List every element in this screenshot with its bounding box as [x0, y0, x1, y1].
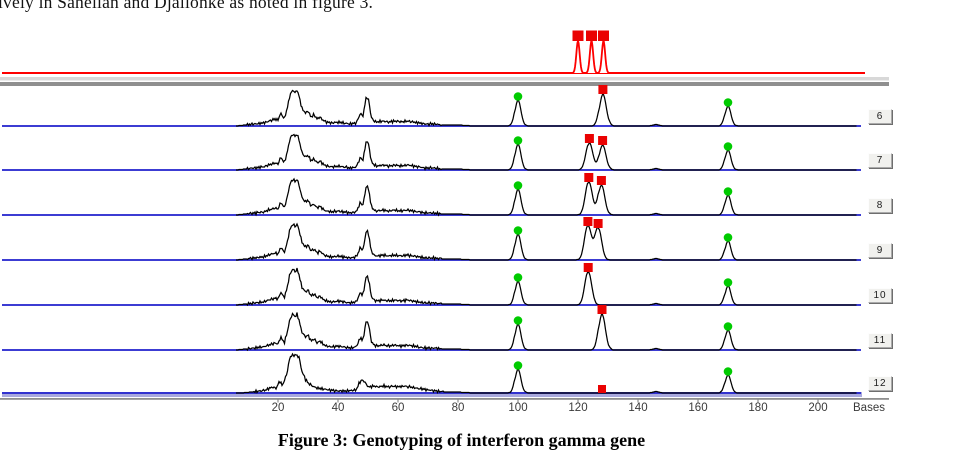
axis-tick-label: 20: [272, 402, 285, 414]
lane-number-badge-6[interactable]: 6: [868, 109, 892, 124]
allele-marker-square: [596, 176, 606, 185]
lane-number-badge-10[interactable]: 10: [868, 288, 892, 303]
size-standard-dot: [513, 226, 523, 235]
axis-tick-label: 40: [332, 402, 345, 414]
size-standard-dot: [723, 187, 733, 196]
lane-trace-12: [236, 352, 857, 395]
size-standard-dot: [723, 278, 733, 287]
axis-rule: [0, 398, 889, 400]
axis-tick-label: 180: [748, 402, 767, 414]
size-standard-dot: [513, 316, 523, 325]
size-standard-dot: [513, 181, 523, 190]
size-standard-dot: [513, 273, 523, 282]
ladder-peak-marker-square: [572, 30, 584, 41]
lane-number-badge-8[interactable]: 8: [868, 198, 892, 213]
axis-tick-label: 80: [452, 402, 465, 414]
allele-marker-square: [584, 134, 594, 143]
separator-band-dark: [0, 82, 889, 86]
lane-number-badge-7[interactable]: 7: [868, 153, 892, 168]
ladder-peak-marker-square: [586, 30, 597, 41]
ladder-trace: [560, 37, 620, 74]
allele-marker-square: [583, 263, 593, 272]
lane-number-badge-12[interactable]: 12: [868, 376, 892, 391]
size-standard-dot: [513, 92, 523, 101]
lane-number-badge-9[interactable]: 9: [868, 243, 892, 258]
size-standard-dot: [513, 136, 523, 145]
axis-tick-label: 120: [568, 402, 587, 414]
size-standard-dot: [723, 233, 733, 242]
axis-tick-label: 160: [688, 402, 707, 414]
electropherogram-chart: 20 40 60 80 100 120 140 160 180 200 Bases: [0, 30, 889, 414]
axis-unit-label: Bases: [853, 402, 885, 414]
allele-marker-square: [598, 136, 608, 145]
axis-tick-label: 200: [808, 402, 827, 414]
lane-trace-11: [236, 312, 857, 352]
allele-marker-square: [583, 217, 593, 226]
size-standard-dot: [723, 322, 733, 331]
lane-trace-9: [236, 222, 857, 262]
axis-tick-label: 60: [392, 402, 405, 414]
allele-marker-square: [597, 305, 607, 314]
axis-band: [2, 392, 862, 397]
lane-trace-6: [236, 89, 857, 127]
axis-tick-label: 100: [508, 402, 527, 414]
body-text-line: ively in Sahelian and Djallonke as noted…: [0, 0, 374, 12]
baseline-marker-square: [598, 385, 606, 393]
allele-marker-square: [593, 219, 603, 228]
lane-trace-7: [236, 133, 857, 172]
size-standard-dot: [723, 142, 733, 151]
lane-trace-10: [236, 267, 857, 307]
body-text-clip: ively in Sahelian and Djallonke as noted…: [0, 0, 967, 13]
lane-number-badge-11[interactable]: 11: [868, 333, 892, 348]
ladder-peak-marker-square: [598, 30, 609, 41]
allele-marker-square: [584, 173, 594, 182]
allele-marker-square: [598, 85, 608, 94]
size-standard-dot: [723, 98, 733, 107]
lane-trace-8: [236, 177, 857, 217]
figure-caption: Figure 3: Genotyping of interferon gamma…: [277, 430, 646, 450]
axis-tick-label: 140: [628, 402, 647, 414]
size-standard-dot: [513, 361, 523, 370]
separator-band-light: [0, 77, 889, 81]
size-standard-dot: [723, 367, 733, 376]
